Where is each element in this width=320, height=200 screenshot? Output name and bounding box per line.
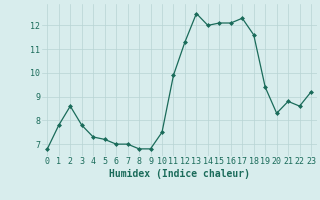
X-axis label: Humidex (Indice chaleur): Humidex (Indice chaleur) [109, 169, 250, 179]
